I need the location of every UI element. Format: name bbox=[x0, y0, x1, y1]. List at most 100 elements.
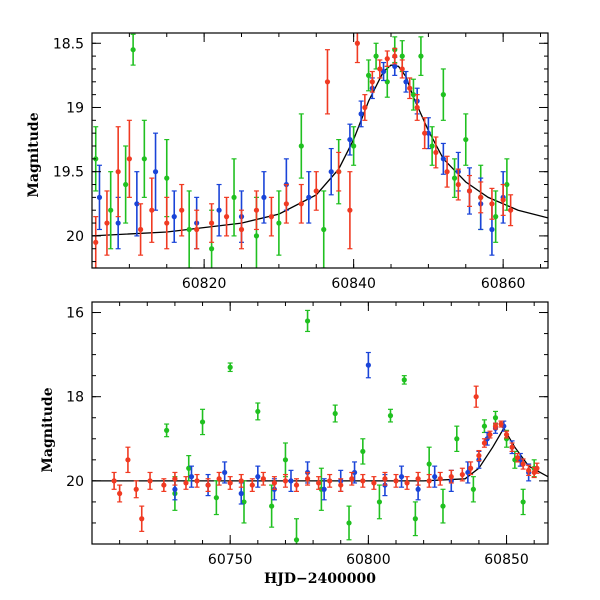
bottom-series-0-point bbox=[227, 364, 233, 370]
top-series-0-point bbox=[451, 175, 458, 181]
bottom-series-2-point bbox=[194, 478, 200, 484]
bottom-series-2-point bbox=[481, 440, 488, 446]
top-series-2-point bbox=[444, 169, 450, 175]
bottom-series-0-point bbox=[376, 499, 383, 505]
bottom-series-0-point bbox=[492, 415, 499, 421]
top-series-0-point bbox=[493, 214, 499, 220]
top-series-2-point bbox=[115, 169, 121, 175]
bottom-series-2-point bbox=[520, 461, 526, 467]
bottom-series-2-point bbox=[304, 476, 311, 482]
bottom-series-2-point bbox=[316, 480, 322, 486]
top-series-0-point bbox=[130, 47, 136, 53]
top-series-2-point bbox=[313, 188, 319, 194]
bottom-x-tick-label: 60750 bbox=[208, 552, 253, 568]
top-series-1-point bbox=[380, 68, 387, 75]
top-series-2-point bbox=[466, 188, 473, 194]
bottom-y-tick-label: 18 bbox=[66, 390, 84, 406]
bottom-series-0-point bbox=[346, 520, 352, 526]
top-series-0-point bbox=[209, 246, 215, 252]
bottom-plot-frame bbox=[91, 301, 549, 545]
top-x-tick-label: 60820 bbox=[182, 276, 227, 292]
bottom-series-2-point bbox=[426, 478, 432, 484]
top-series-1-point bbox=[261, 194, 267, 200]
top-series-2-point bbox=[298, 201, 304, 207]
bottom-series-1-point bbox=[255, 474, 261, 480]
bottom-series-0-point bbox=[387, 413, 394, 419]
top-series-0-point bbox=[463, 136, 469, 143]
bottom-series-2-point bbox=[327, 478, 333, 484]
top-series-2-point bbox=[500, 197, 506, 203]
top-series-2-point bbox=[209, 220, 215, 226]
bottom-series-0-point bbox=[520, 499, 526, 505]
top-y-axis-label: Magnitude bbox=[26, 112, 42, 197]
top-series-1-point bbox=[306, 194, 312, 200]
bottom-series-1-point bbox=[415, 486, 421, 492]
bottom-series-2-point bbox=[404, 480, 410, 486]
bottom-series-2-point bbox=[161, 482, 167, 488]
bottom-series-2 bbox=[111, 385, 540, 532]
bottom-series-2-point bbox=[125, 457, 131, 463]
top-series-0-point bbox=[410, 92, 417, 98]
bottom-series-2-point bbox=[183, 480, 189, 486]
bottom-series-2-point bbox=[111, 478, 117, 484]
bottom-series-0-point bbox=[269, 503, 275, 509]
bottom-series-0-point bbox=[440, 503, 446, 509]
bottom-series-0-point bbox=[332, 410, 338, 417]
bottom-series-2-point bbox=[271, 480, 277, 486]
bottom-series-0-point bbox=[401, 377, 407, 383]
bottom-series-2-point bbox=[282, 478, 289, 484]
top-series-1-point bbox=[328, 169, 334, 175]
top-series-2-point bbox=[336, 169, 342, 175]
bottom-plot-area bbox=[92, 309, 548, 544]
bottom-series-2-point bbox=[448, 474, 454, 480]
top-series-0-point bbox=[373, 53, 379, 59]
bottom-series-0-point bbox=[282, 457, 289, 463]
top-series-0-point bbox=[231, 194, 237, 200]
top-series-1-point bbox=[216, 207, 222, 213]
top-series-1-point bbox=[171, 214, 177, 220]
bottom-series-1-point bbox=[188, 474, 195, 480]
bottom-series-2-point bbox=[476, 453, 482, 459]
bottom-series-2-point bbox=[468, 465, 474, 471]
bottom-series-0-point bbox=[304, 318, 311, 324]
bottom-series-2-point bbox=[371, 480, 377, 486]
top-series-2-point bbox=[369, 79, 375, 85]
bottom-series-1-point bbox=[351, 469, 358, 476]
bottom-series-1-point bbox=[321, 486, 327, 492]
bottom-x-tick-label: 60850 bbox=[484, 552, 529, 568]
top-series-0-point bbox=[365, 72, 372, 78]
top-panel: Magnitude 60820 60840 60860 18.5 19 19.5 20 bbox=[26, 32, 549, 292]
bottom-series-0-point bbox=[164, 427, 170, 433]
top-series-1-point bbox=[358, 111, 364, 117]
top-series-1-point bbox=[440, 156, 446, 162]
top-series-0-point bbox=[429, 143, 435, 149]
top-series-2-point bbox=[362, 104, 368, 111]
top-series-2-point bbox=[238, 226, 245, 233]
top-series-2-point bbox=[126, 156, 132, 162]
top-x-tick-label: 60860 bbox=[481, 276, 526, 292]
top-series-1 bbox=[96, 56, 506, 256]
top-series-2-point bbox=[422, 130, 428, 136]
top-series-2-point bbox=[194, 226, 200, 233]
bottom-series-2-point bbox=[503, 431, 510, 438]
top-plot-frame bbox=[91, 32, 549, 269]
bottom-series-2-point bbox=[172, 476, 178, 482]
top-series-2-point bbox=[392, 53, 398, 59]
top-series-1-point bbox=[392, 63, 398, 69]
top-series-0-point bbox=[399, 53, 405, 59]
bottom-series-2-point bbox=[509, 444, 515, 450]
top-series-2-point bbox=[384, 56, 390, 62]
top-series-2-point bbox=[407, 85, 413, 91]
top-series-2-point bbox=[283, 201, 289, 207]
bottom-series-2-point bbox=[459, 471, 465, 478]
top-series-2-point bbox=[179, 207, 185, 213]
bottom-series-0-point bbox=[213, 495, 219, 501]
top-series-0-point bbox=[298, 143, 304, 149]
top-series-1-point bbox=[115, 220, 121, 226]
top-series-0-point bbox=[418, 53, 424, 59]
top-series-1-point bbox=[425, 130, 431, 136]
bottom-series-0-point bbox=[426, 461, 432, 467]
bottom-series-2-point bbox=[498, 421, 504, 427]
bottom-series-0-point bbox=[360, 448, 366, 455]
bottom-series-2-point bbox=[487, 431, 493, 438]
